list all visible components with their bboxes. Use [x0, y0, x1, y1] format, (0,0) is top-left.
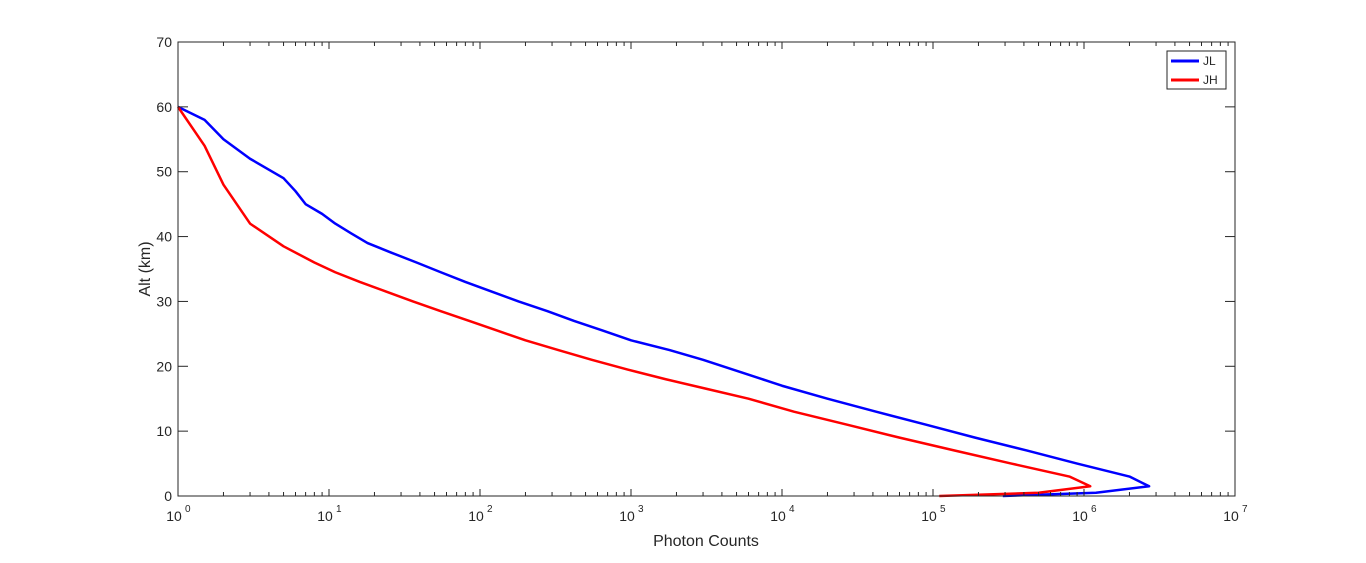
y-ticks-layer: 0 10 20 30 40 50 60 70	[156, 34, 1235, 504]
x-axis-label: Photon Counts	[653, 533, 759, 550]
x-tick-label: 10	[921, 508, 937, 524]
x-tick-label: 10	[317, 508, 333, 524]
y-tick-label: 30	[156, 293, 172, 309]
x-ticks-layer: 10 0 10 1 10 2 10 3 10 4 10 5 10 6 10 7	[166, 42, 1248, 524]
y-tick-label: 10	[156, 423, 172, 439]
x-tick-label: 10	[1223, 508, 1239, 524]
plot-background	[178, 42, 1235, 496]
series-layer	[176, 105, 1151, 498]
x-tick-label-exponent: 5	[940, 504, 946, 515]
y-tick-label: 60	[156, 99, 172, 115]
x-tick-label-exponent: 3	[638, 504, 644, 515]
x-tick-label-exponent: 0	[185, 504, 191, 515]
x-tick-label-exponent: 1	[336, 504, 342, 515]
legend-box	[1166, 50, 1227, 90]
legend-label-jh: JH	[1203, 73, 1218, 87]
y-tick-label: 50	[156, 164, 172, 180]
y-tick-label: 40	[156, 229, 172, 245]
x-tick-label-exponent: 7	[1242, 504, 1248, 515]
x-tick-label: 10	[770, 508, 786, 524]
x-tick-label-exponent: 2	[487, 504, 493, 515]
x-tick-label: 10	[468, 508, 484, 524]
legend-label-jl: JL	[1203, 54, 1216, 68]
series-line-jl	[177, 105, 1151, 498]
x-tick-label-exponent: 6	[1091, 504, 1097, 515]
x-tick-label: 10	[619, 508, 635, 524]
series-line-jh	[176, 106, 1092, 498]
x-tick-label: 10	[1072, 508, 1088, 524]
x-tick-label-exponent: 4	[789, 504, 795, 515]
x-tick-label: 10	[166, 508, 182, 524]
y-axis-label: Alt (km)	[137, 241, 154, 296]
plot-frame	[177, 41, 1236, 497]
y-tick-label: 20	[156, 358, 172, 374]
y-tick-label: 70	[156, 34, 172, 50]
legend: JL JH	[1166, 50, 1227, 90]
y-tick-label: 0	[164, 488, 172, 504]
